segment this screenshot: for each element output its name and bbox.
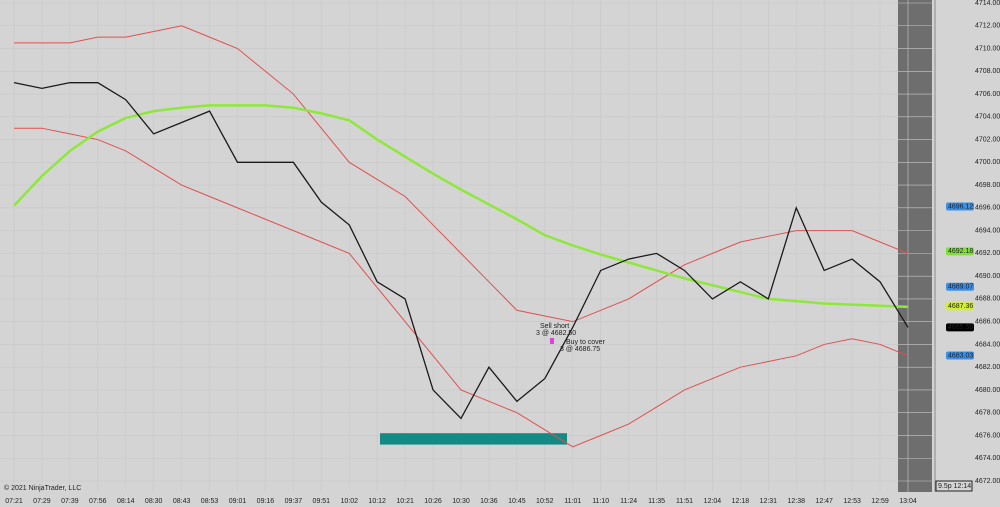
price-marker-label: 4689.07 <box>948 284 973 291</box>
x-tick-label: 08:30 <box>145 498 163 505</box>
price-marker-label: 4683.03 <box>948 352 973 359</box>
x-tick-label: 09:01 <box>229 498 247 505</box>
status: 9.5p 12:14 <box>938 483 971 490</box>
y-tick-label: 4680.00 <box>975 387 1000 394</box>
x-tick-label: 12:31 <box>760 498 778 505</box>
x-tick-label: 10:02 <box>340 498 358 505</box>
y-tick-label: 4686.00 <box>975 319 1000 326</box>
x-tick-label: 12:04 <box>704 498 722 505</box>
y-tick-label: 4696.00 <box>975 205 1000 212</box>
y-tick-label: 4678.00 <box>975 410 1000 417</box>
series-line <box>13 82 909 420</box>
y-tick-label: 4694.00 <box>975 227 1000 234</box>
x-tick-label: 10:30 <box>452 498 470 505</box>
x-tick-label: 07:39 <box>61 498 79 505</box>
series-line <box>14 127 909 448</box>
y-tick-label: 4682.00 <box>975 364 1000 371</box>
y-tick-label: 4704.00 <box>975 114 1000 121</box>
x-tick-label: 12:47 <box>815 498 833 505</box>
x-tick-label: 07:29 <box>33 498 51 505</box>
annotation: 3 @ 4682.50 <box>536 330 576 337</box>
price-marker-label: 4685.50 <box>948 324 973 331</box>
x-tick-label: 09:37 <box>285 498 303 505</box>
price-marker-label: 4692.18 <box>948 248 973 255</box>
series-line <box>14 25 909 323</box>
y-tick-label: 4708.00 <box>975 68 1000 75</box>
x-tick-label: 11:35 <box>648 498 665 505</box>
y-tick-label: 4672.00 <box>975 478 1000 485</box>
y-tick-label: 4684.00 <box>975 341 1000 348</box>
y-tick-label: 4700.00 <box>975 159 1000 166</box>
x-tick-label: 12:59 <box>871 498 889 505</box>
x-tick-label: 10:52 <box>536 498 554 505</box>
x-tick-label: 07:56 <box>89 498 107 505</box>
y-tick-label: 4702.00 <box>975 136 1000 143</box>
y-tick-label: 4710.00 <box>975 45 1000 52</box>
price-marker <box>946 302 974 311</box>
series-line <box>13 104 909 309</box>
price-marker-label: 4687.36 <box>948 303 973 310</box>
x-tick-label: 10:12 <box>368 498 386 505</box>
x-tick-label: 09:51 <box>313 498 331 505</box>
status-box <box>935 480 973 492</box>
price-marker <box>946 323 974 332</box>
x-tick-label: 08:53 <box>201 498 219 505</box>
x-tick-label: 13:04 <box>899 498 917 505</box>
x-tick-label: 12:38 <box>787 498 805 505</box>
x-tick-label: 08:43 <box>173 498 191 505</box>
y-tick-label: 4714.00 <box>975 0 1000 7</box>
x-tick-label: 11:01 <box>564 498 581 505</box>
price-marker-label: 4696.12 <box>948 203 973 210</box>
x-tick-label: 09:16 <box>257 498 275 505</box>
y-tick-label: 4676.00 <box>975 432 1000 439</box>
x-tick-label: 12:53 <box>843 498 861 505</box>
y-tick-label: 4692.00 <box>975 250 1000 257</box>
x-tick-label: 10:45 <box>508 498 526 505</box>
annotation: Buy to cover <box>566 339 606 346</box>
price-marker <box>946 282 974 291</box>
x-tick-label: 08:14 <box>117 498 135 505</box>
y-tick-label: 4690.00 <box>975 273 1000 280</box>
y-tick-label: 4698.00 <box>975 182 1000 189</box>
annotation: Sell short <box>540 323 569 330</box>
x-tick-label: 07:21 <box>5 498 23 505</box>
price-marker <box>946 247 974 256</box>
zone <box>380 433 567 445</box>
y-tick-label: 4674.00 <box>975 455 1000 462</box>
trade-marker <box>550 338 554 344</box>
session-shade <box>898 0 932 492</box>
x-tick-label: 11:10 <box>592 498 609 505</box>
price-marker <box>946 202 974 211</box>
y-tick-label: 4688.00 <box>975 296 1000 303</box>
x-tick-label: 10:21 <box>396 498 414 505</box>
x-tick-label: 12:18 <box>732 498 750 505</box>
price-marker <box>946 351 974 360</box>
x-tick-label: 11:24 <box>620 498 637 505</box>
x-tick-label: 11:51 <box>676 498 693 505</box>
y-tick-label: 4706.00 <box>975 91 1000 98</box>
x-tick-label: 10:26 <box>424 498 442 505</box>
y-tick-label: 4712.00 <box>975 23 1000 30</box>
annotation: 3 @ 4686.75 <box>560 346 600 353</box>
x-tick-label: 10:36 <box>480 498 498 505</box>
copyright: © 2021 NinjaTrader, LLC <box>4 484 81 492</box>
